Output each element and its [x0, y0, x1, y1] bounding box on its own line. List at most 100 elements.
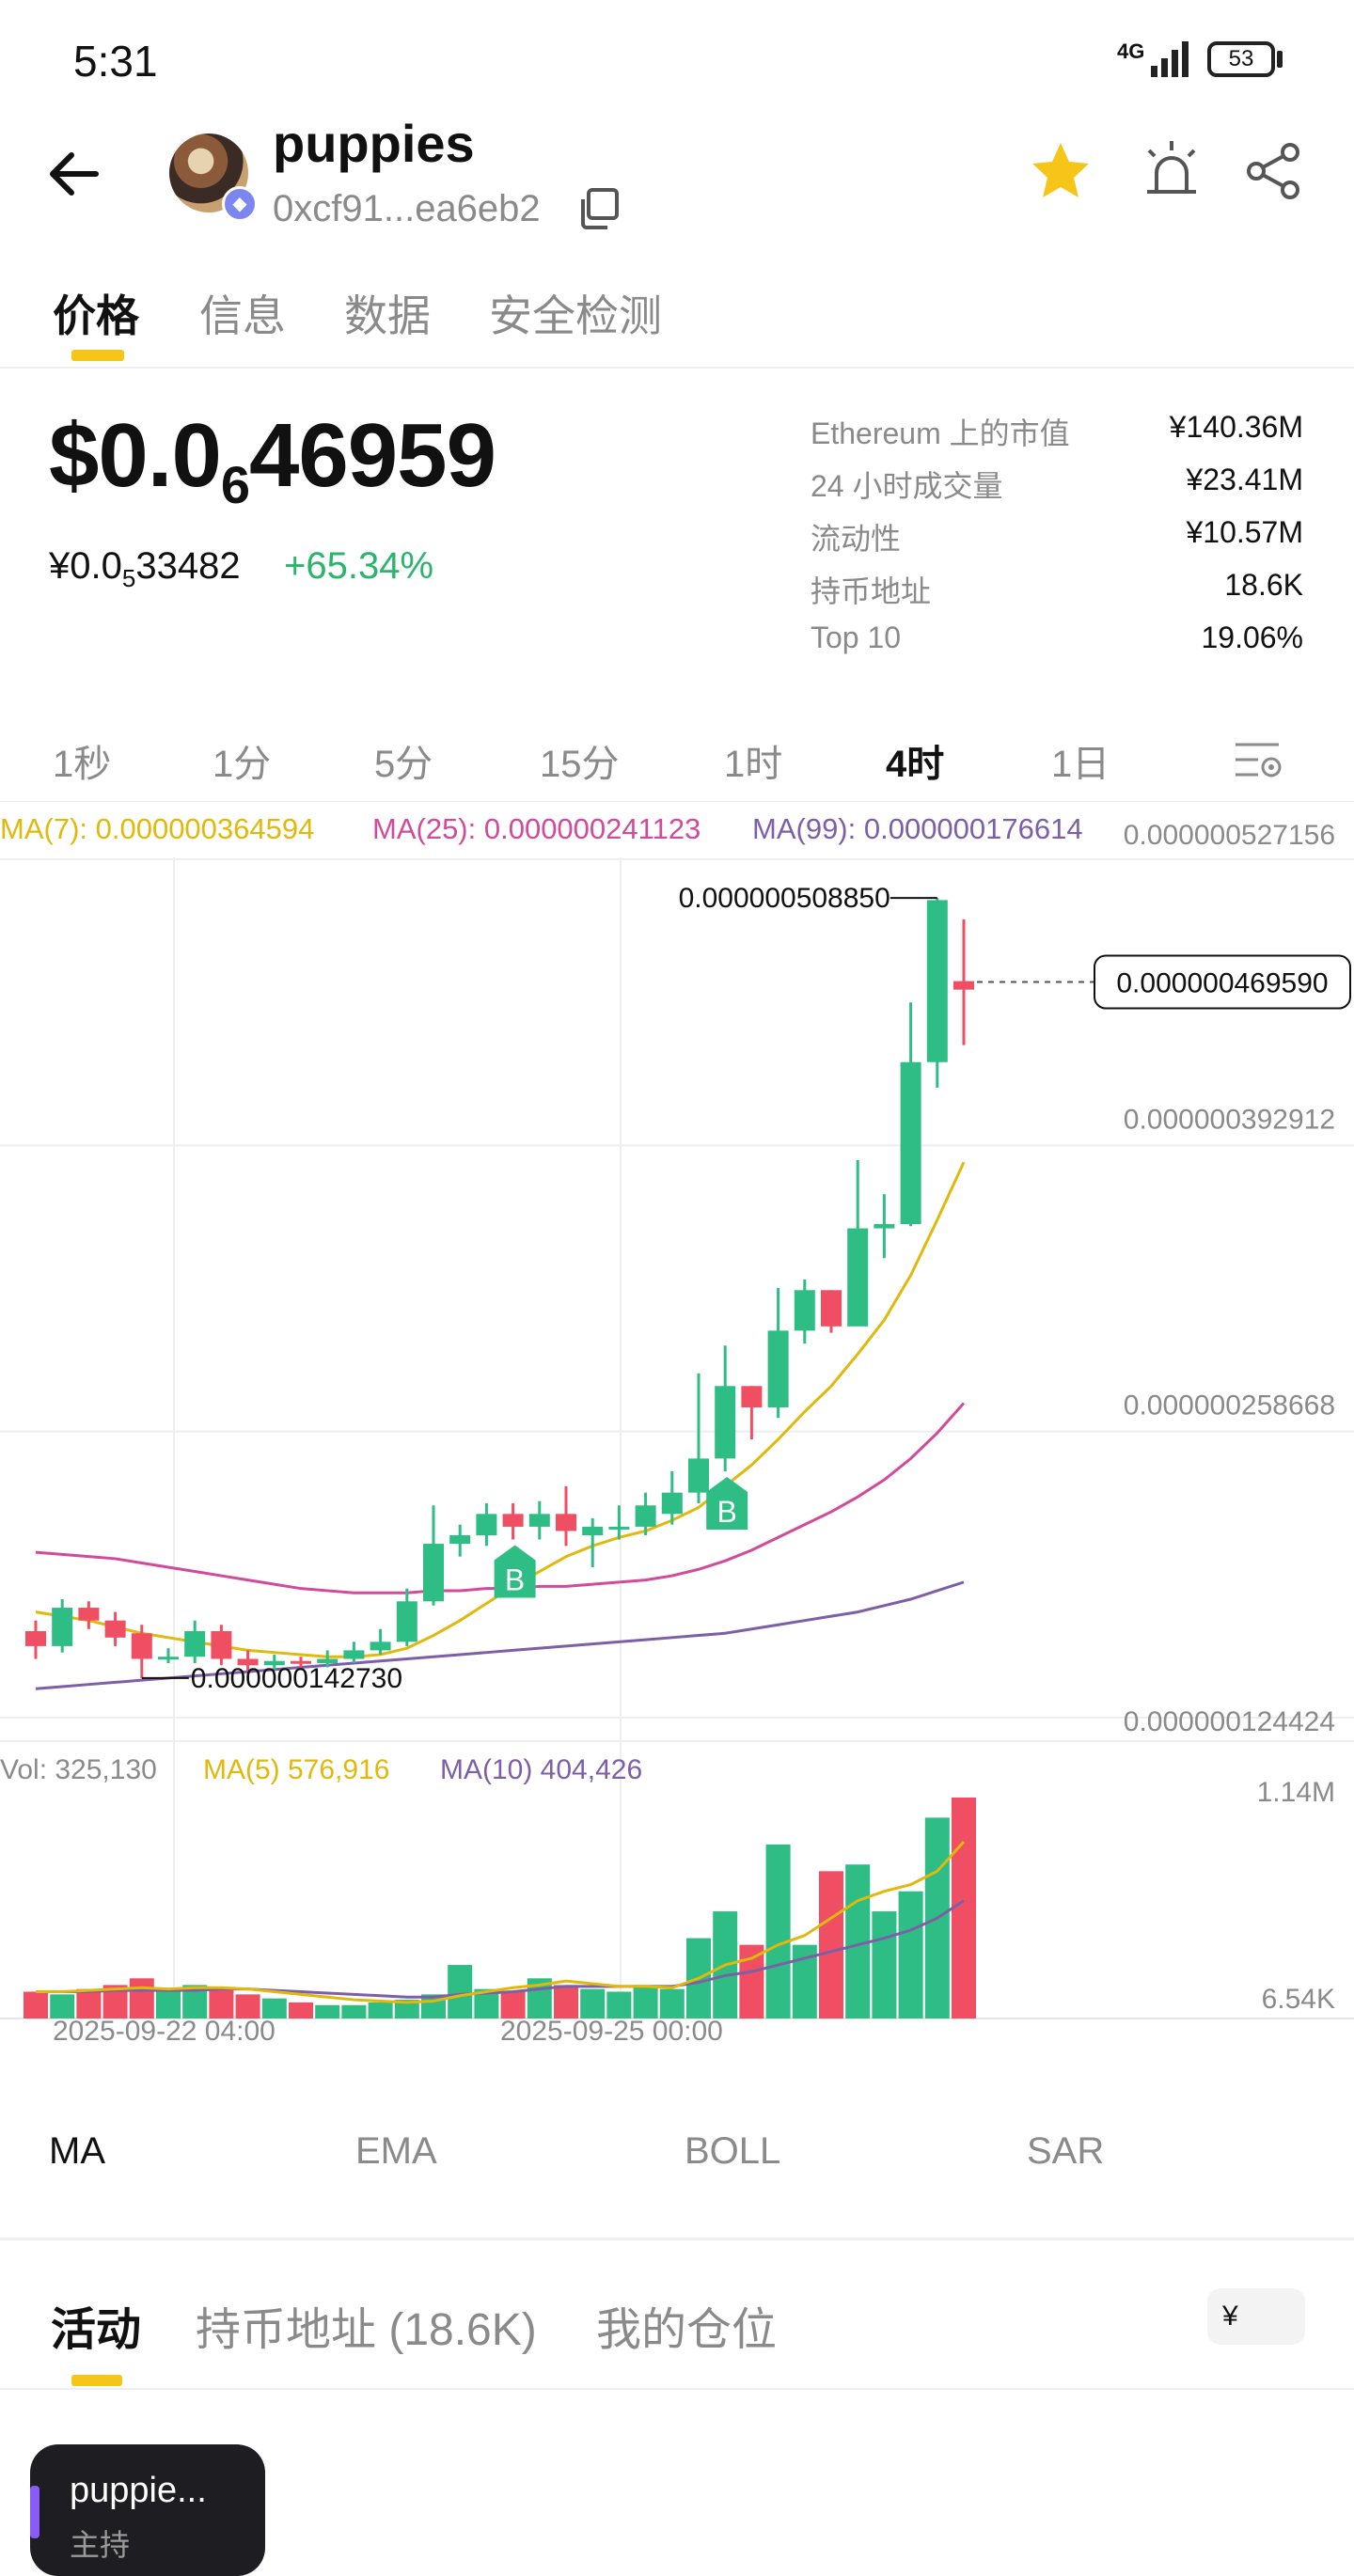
y-tick-label: 0.000000392912	[1124, 1104, 1335, 1135]
tab-price[interactable]: 价格	[53, 291, 139, 340]
vol-ma10-line	[36, 1899, 965, 1999]
token-address: 0xcf91...ea6eb2	[273, 188, 541, 229]
candle-body	[794, 1290, 815, 1331]
status-time: 5:31	[73, 37, 158, 86]
candle-body	[211, 1631, 232, 1659]
current-price-label: 0.000000469590	[1116, 968, 1328, 999]
volume-bar	[448, 1965, 473, 2018]
interval-5m[interactable]: 5分	[374, 744, 433, 785]
candle-body	[847, 1228, 869, 1327]
price-chart[interactable]: MA(7): 0.000000364594 MA(25): 0.000000241…	[0, 801, 1354, 2042]
candle	[635, 1492, 656, 1535]
interval-4h[interactable]: 4时	[886, 744, 945, 785]
alert-icon[interactable]	[1138, 137, 1205, 205]
candle-body	[370, 1641, 391, 1651]
star-icon[interactable]	[1027, 137, 1094, 205]
currency-toggle[interactable]: ¥	[1207, 2288, 1305, 2345]
candle-body	[741, 1386, 763, 1407]
interval-selector: 1秒 1分 5分 15分 1时 4时 1日	[0, 724, 1354, 790]
interval-1h[interactable]: 1时	[724, 744, 783, 785]
vol-y-tick: 1.14M	[1257, 1777, 1335, 1808]
tab-security[interactable]: 安全检测	[489, 291, 662, 340]
candle-body	[131, 1633, 152, 1659]
token-name: puppies	[273, 114, 475, 173]
volume-bar	[235, 1994, 260, 2018]
interval-15m[interactable]: 15分	[540, 744, 620, 785]
y-tick-label: 0.000000527156	[1124, 820, 1335, 851]
battery-icon: 53	[1207, 41, 1275, 77]
candle-body	[449, 1534, 471, 1545]
candle	[263, 1654, 285, 1670]
candle-body	[263, 1660, 285, 1666]
y-tick-label: 0.000000258668	[1124, 1390, 1335, 1422]
interval-1s[interactable]: 1秒	[53, 744, 112, 785]
volume-bar	[739, 1944, 764, 2018]
indicator-sar[interactable]: SAR	[1027, 2130, 1105, 2172]
candle	[556, 1485, 576, 1547]
candle	[184, 1620, 206, 1664]
candle-body	[104, 1620, 126, 1638]
bottom-tab-underline	[71, 2375, 122, 2386]
indicator-selector: MA EMA BOLL SAR	[0, 2068, 1354, 2240]
candle	[661, 1470, 683, 1525]
candle	[926, 898, 948, 1088]
candle	[78, 1601, 100, 1629]
candle	[131, 1625, 152, 1678]
candle	[52, 1599, 73, 1653]
stat-row: 流动性 ¥10.57M	[811, 515, 1303, 556]
volume-bar	[261, 1998, 287, 2018]
candle	[104, 1611, 126, 1646]
volume-bar	[819, 1871, 843, 2018]
candle	[396, 1588, 417, 1646]
interval-1m[interactable]: 1分	[213, 744, 272, 785]
volume-bar	[765, 1844, 791, 2018]
buy-marker: B	[494, 1545, 536, 1598]
tab-holders[interactable]: 持币地址 (18.6K)	[196, 2305, 537, 2355]
chart-settings-icon[interactable]	[1232, 733, 1284, 786]
floating-accent	[30, 2486, 39, 2538]
volume-bar	[554, 1985, 578, 2018]
floating-sub: 主持	[70, 2528, 131, 2562]
share-icon[interactable]	[1239, 137, 1307, 205]
price-change: +65.34%	[284, 545, 434, 587]
buy-marker-label: B	[717, 1495, 737, 1529]
x-tick-label: 2025-09-22 04:00	[53, 2016, 276, 2042]
candle-body	[688, 1458, 709, 1493]
candle-body	[291, 1660, 311, 1664]
interval-1d[interactable]: 1日	[1051, 744, 1110, 785]
buy-marker-shape	[706, 1476, 748, 1530]
ma99-line	[35, 1580, 965, 1690]
buy-marker-label: B	[505, 1563, 525, 1597]
battery-tip	[1277, 51, 1283, 68]
vol-ma10-label: MA(10) 404,426	[440, 1754, 642, 1785]
stat-row: 持币地址 18.6K	[811, 568, 1303, 608]
tab-data[interactable]: 数据	[344, 291, 431, 340]
candle	[821, 1290, 842, 1333]
buy-marker-shape	[494, 1545, 536, 1598]
tab-info[interactable]: 信息	[199, 291, 286, 340]
volume-bar	[633, 1985, 658, 2018]
candle	[370, 1628, 391, 1655]
y-tick-label: 0.000000124424	[1124, 1706, 1335, 1737]
candle-body	[767, 1330, 789, 1407]
candle	[502, 1502, 524, 1540]
candle	[449, 1524, 471, 1557]
volume-bar	[341, 2004, 367, 2018]
indicator-ma[interactable]: MA	[49, 2130, 105, 2172]
indicator-ema[interactable]: EMA	[355, 2130, 437, 2172]
floating-widget[interactable]: puppie... 主持	[30, 2444, 265, 2576]
back-arrow-icon[interactable]	[38, 136, 113, 212]
tab-activity[interactable]: 活动	[51, 2305, 142, 2355]
price-usd: $0.0646959	[49, 405, 496, 514]
candle	[794, 1279, 815, 1343]
volume-bar	[580, 1988, 606, 2018]
candle	[953, 919, 974, 1045]
volume-ma-lines	[36, 1840, 966, 2004]
tab-my-positions[interactable]: 我的仓位	[596, 2305, 778, 2355]
copy-icon[interactable]	[575, 186, 621, 231]
volume-bar	[394, 2000, 419, 2018]
candle-body	[528, 1514, 550, 1527]
candle-body	[237, 1658, 259, 1666]
indicator-boll[interactable]: BOLL	[685, 2130, 781, 2172]
volume-bar	[898, 1891, 923, 2018]
